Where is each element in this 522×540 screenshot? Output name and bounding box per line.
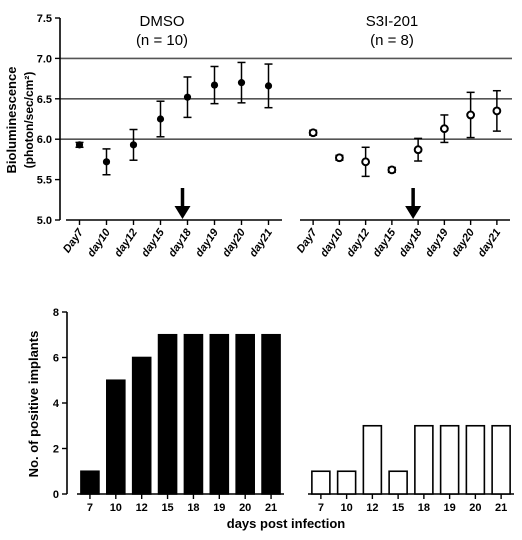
treatment-arrow-head — [405, 206, 422, 219]
bottom-x-tick-label: 19 — [444, 502, 456, 514]
top-x-tick-label: Day7 — [61, 226, 86, 255]
s3i-data-point — [334, 153, 344, 163]
positive-implants-chart: No. of positive implants days post infec… — [26, 307, 514, 531]
top-x-tick-label: day15 — [371, 226, 399, 259]
bottom-x-tick-label: 21 — [265, 502, 277, 514]
dmso-data-point — [264, 82, 273, 90]
s3i-data-point — [466, 110, 476, 120]
dmso-bar — [106, 379, 126, 495]
dmso-data-point — [210, 81, 219, 89]
bottom-x-tick-label: 10 — [341, 502, 353, 514]
dmso-data-point — [156, 115, 165, 123]
top-y-tick-label: 5.0 — [37, 215, 52, 227]
dmso-group-title: DMSO — [140, 13, 185, 30]
bottom-x-tick-label: 15 — [161, 502, 173, 514]
dmso-data-point — [237, 79, 246, 87]
top-x-tick-label: day18 — [166, 226, 194, 259]
dmso-data-point — [129, 141, 138, 149]
top-x-tick-label: day20 — [220, 226, 248, 259]
top-x-tick-label: day12 — [344, 227, 372, 259]
top-ylabel-line2: (photon/sec/cm²) — [22, 72, 36, 169]
s3i-bar — [465, 424, 486, 495]
dmso-bar — [80, 470, 100, 495]
bottom-x-tick-label: 12 — [136, 502, 148, 514]
bottom-x-tick-label: 18 — [418, 502, 430, 514]
bottom-x-tick-label: 12 — [366, 502, 378, 514]
dmso-bar — [235, 333, 255, 495]
bioluminescence-chart: Bioluminescence (photon/sec/cm²) DMSO (n… — [4, 13, 512, 259]
dmso-data-point — [183, 93, 192, 101]
bottom-y-tick-label: 0 — [53, 489, 59, 501]
bottom-x-tick-label: 19 — [213, 502, 225, 514]
bottom-y-tick-label: 6 — [53, 353, 59, 365]
s3i-bar — [388, 470, 408, 495]
top-x-tick-label: day15 — [139, 226, 167, 259]
top-x-tick-label: day19 — [193, 226, 221, 259]
s3i-bar — [439, 424, 460, 495]
bottom-plot-area: 0 2 4 6 8 7 10 12 15 18 19 20 21 7 10 12 15 18 19 20 21 — [53, 307, 514, 514]
s3i-n-label: (n = 8) — [370, 32, 414, 49]
s3i-bar — [491, 424, 511, 495]
dmso-bar — [157, 333, 178, 495]
bottom-x-tick-label: 7 — [318, 502, 324, 514]
dmso-bar — [131, 356, 152, 495]
bottom-x-tick-label: 18 — [187, 502, 199, 514]
top-y-tick-label: 7.5 — [37, 13, 52, 25]
top-x-tick-label: day20 — [449, 226, 477, 259]
s3i-data-point — [492, 106, 502, 116]
dmso-n-label: (n = 10) — [136, 32, 188, 49]
s3i-data-point — [387, 165, 397, 175]
s3i-bar — [414, 424, 434, 495]
dmso-bar — [209, 333, 230, 495]
bottom-xlabel: days post infection — [227, 516, 346, 531]
dmso-data-point — [75, 141, 84, 149]
dmso-data-point — [102, 158, 111, 166]
bottom-y-tick-label: 4 — [53, 398, 60, 410]
s3i-bar — [336, 470, 357, 495]
bottom-x-tick-label: 21 — [495, 502, 507, 514]
bottom-x-tick-label: 20 — [239, 502, 251, 514]
dmso-bar — [183, 333, 204, 495]
s3i-data-point — [308, 128, 318, 138]
s3i-data-point — [413, 145, 423, 155]
top-ylabel-line1: Bioluminescence — [4, 67, 19, 174]
bottom-x-tick-label: 7 — [87, 502, 93, 514]
s3i-bar — [311, 470, 331, 495]
top-y-tick-label: 5.5 — [37, 175, 52, 187]
s3i-bar — [362, 424, 383, 495]
top-y-tick-label: 6.0 — [37, 134, 52, 146]
top-y-tick-label: 7.0 — [37, 53, 52, 65]
top-x-tick-label: day21 — [476, 227, 504, 259]
top-x-tick-label: day21 — [247, 227, 275, 259]
top-x-tick-label: day10 — [85, 226, 113, 259]
top-x-tick-label: Day7 — [295, 226, 320, 255]
bottom-x-tick-label: 10 — [110, 502, 122, 514]
s3i-data-point — [439, 124, 449, 134]
bottom-x-tick-label: 20 — [469, 502, 481, 514]
dmso-bar — [261, 333, 281, 495]
top-x-tick-label: day18 — [397, 226, 425, 259]
bottom-x-tick-label: 15 — [392, 502, 404, 514]
bottom-y-tick-label: 8 — [53, 307, 59, 319]
top-y-tick-label: 6.5 — [37, 94, 52, 106]
treatment-arrow-head — [174, 206, 191, 219]
top-x-tick-label: day12 — [112, 227, 140, 259]
bottom-ylabel: No. of positive implants — [26, 331, 41, 478]
s3i-group-title: S3I-201 — [366, 13, 419, 30]
bottom-y-tick-label: 2 — [53, 444, 59, 456]
top-x-tick-label: day10 — [318, 226, 346, 259]
top-x-tick-label: day19 — [423, 226, 451, 259]
s3i-data-point — [361, 157, 371, 167]
